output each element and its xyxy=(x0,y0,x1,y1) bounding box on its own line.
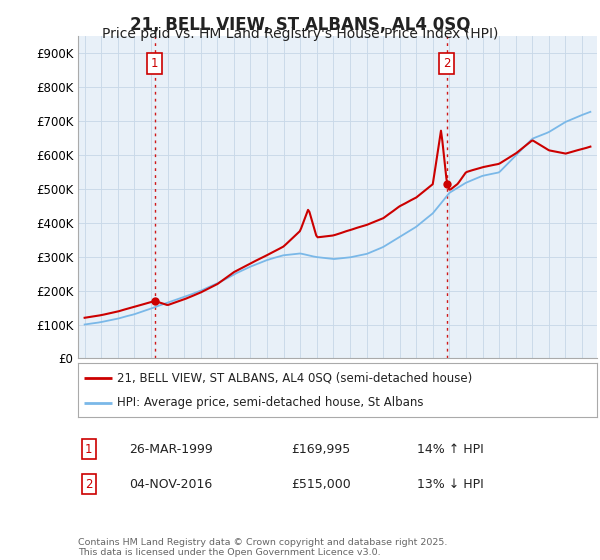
Text: 21, BELL VIEW, ST ALBANS, AL4 0SQ: 21, BELL VIEW, ST ALBANS, AL4 0SQ xyxy=(130,16,470,34)
Text: 1: 1 xyxy=(151,57,158,70)
Text: 1: 1 xyxy=(85,442,92,456)
Text: 2: 2 xyxy=(443,57,451,70)
Text: Contains HM Land Registry data © Crown copyright and database right 2025.
This d: Contains HM Land Registry data © Crown c… xyxy=(78,538,448,557)
Text: 13% ↓ HPI: 13% ↓ HPI xyxy=(417,478,484,491)
Text: 04-NOV-2016: 04-NOV-2016 xyxy=(129,478,212,491)
Text: 2: 2 xyxy=(85,478,92,491)
Text: 26-MAR-1999: 26-MAR-1999 xyxy=(129,442,213,456)
Text: 21, BELL VIEW, ST ALBANS, AL4 0SQ (semi-detached house): 21, BELL VIEW, ST ALBANS, AL4 0SQ (semi-… xyxy=(117,371,472,384)
Text: £515,000: £515,000 xyxy=(291,478,351,491)
Text: HPI: Average price, semi-detached house, St Albans: HPI: Average price, semi-detached house,… xyxy=(117,396,424,409)
Text: £169,995: £169,995 xyxy=(291,442,350,456)
Text: Price paid vs. HM Land Registry's House Price Index (HPI): Price paid vs. HM Land Registry's House … xyxy=(102,27,498,41)
Text: 14% ↑ HPI: 14% ↑ HPI xyxy=(417,442,484,456)
